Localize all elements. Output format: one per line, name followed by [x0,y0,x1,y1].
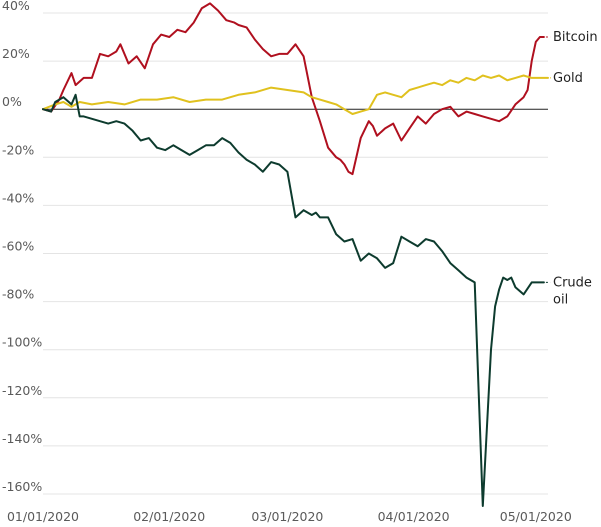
y-tick-label: 20% [2,46,30,61]
y-tick-label: -120% [2,383,42,398]
bitcoin-line [42,2,545,176]
y-tick-label: 40% [2,0,30,13]
y-tick-label: -160% [2,479,42,494]
x-tick-label: 01/01/2020 [7,509,79,524]
gold-series-label: Gold [553,71,583,86]
y-tick-label: -20% [2,142,34,157]
crude-oil-line [42,93,545,507]
x-tick-label: 03/01/2020 [251,509,323,524]
y-tick-label: -80% [2,287,34,302]
series-labels: Bitcoin Gold Crude oil [545,30,598,307]
x-tick-label: 04/01/2020 [378,509,450,524]
y-tick-label: -40% [2,190,34,205]
y-tick-label: -60% [2,239,34,254]
series-lines [42,2,549,507]
bitcoin-series-label: Bitcoin [553,30,598,45]
x-tick-label: 02/01/2020 [133,509,205,524]
x-tick-label: 05/01/2020 [500,509,572,524]
crude-oil-series-label: oil [553,292,568,307]
y-tick-label: -140% [2,431,42,446]
y-axis-tick-labels: 40% 20% 0% -20% -40% -60% -80% -100% -120% -140% -… [2,0,42,494]
gold-line [42,74,549,115]
x-axis-tick-labels: 01/01/2020 02/01/2020 03/01/2020 04/01/2020… [7,509,572,524]
y-tick-label: -100% [2,335,42,350]
y-tick-label: 0% [2,94,22,109]
y-gridlines [43,12,548,495]
crude-oil-series-label: Crude [553,275,592,290]
